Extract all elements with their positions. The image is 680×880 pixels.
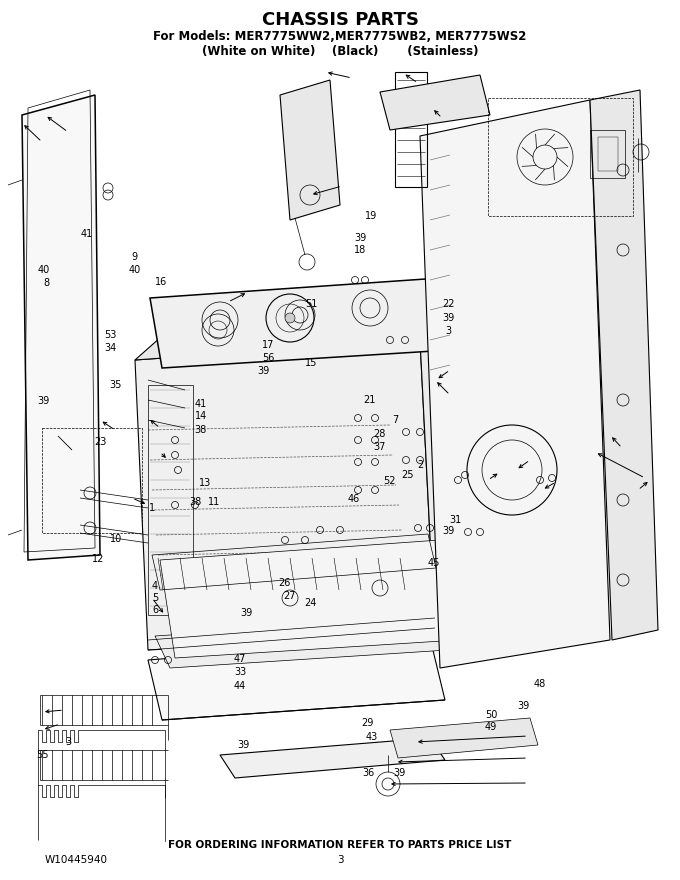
Text: 25: 25	[402, 470, 414, 480]
Text: 14: 14	[194, 411, 207, 422]
Text: 38: 38	[190, 497, 202, 508]
Text: 1: 1	[149, 502, 156, 513]
Polygon shape	[135, 280, 490, 360]
Text: 44: 44	[234, 680, 246, 691]
Polygon shape	[590, 90, 658, 640]
Text: 49: 49	[485, 722, 497, 732]
Bar	[590, 130, 625, 178]
Text: 37: 37	[373, 442, 386, 452]
Text: 6: 6	[152, 605, 158, 615]
Text: 15: 15	[305, 357, 318, 368]
Polygon shape	[390, 718, 538, 758]
Text: 27: 27	[283, 590, 295, 601]
Polygon shape	[220, 738, 445, 778]
Text: 34: 34	[104, 343, 116, 354]
Text: CHASSIS PARTS: CHASSIS PARTS	[262, 11, 418, 29]
Polygon shape	[135, 340, 435, 650]
Text: 39: 39	[517, 700, 530, 711]
Text: 19: 19	[364, 210, 377, 221]
Circle shape	[285, 313, 295, 323]
Text: 56: 56	[262, 353, 275, 363]
Text: 3: 3	[445, 326, 452, 336]
Text: 40: 40	[129, 265, 141, 275]
Text: 29: 29	[361, 718, 373, 729]
Text: 53: 53	[104, 330, 116, 341]
Text: 8: 8	[43, 278, 50, 289]
Text: 31: 31	[449, 515, 462, 525]
Text: 39: 39	[443, 312, 455, 323]
Bar	[488, 98, 633, 216]
Text: 21: 21	[364, 394, 376, 405]
Text: 52: 52	[383, 476, 395, 487]
Polygon shape	[150, 278, 450, 368]
Text: 39: 39	[443, 525, 455, 536]
Text: FOR ORDERING INFORMATION REFER TO PARTS PRICE LIST: FOR ORDERING INFORMATION REFER TO PARTS …	[169, 840, 511, 850]
Text: 39: 39	[258, 366, 270, 377]
Text: 39: 39	[237, 740, 250, 751]
Text: 12: 12	[92, 554, 105, 564]
Text: 10: 10	[109, 533, 122, 544]
Text: 28: 28	[373, 429, 386, 439]
Text: 35: 35	[109, 380, 122, 391]
Text: 48: 48	[533, 678, 545, 689]
Polygon shape	[420, 100, 610, 668]
Text: 33: 33	[234, 667, 246, 678]
Text: 40: 40	[37, 265, 50, 275]
Text: 26: 26	[278, 577, 290, 588]
Text: 38: 38	[194, 425, 207, 436]
Polygon shape	[160, 540, 458, 658]
Polygon shape	[380, 75, 490, 130]
Bar	[395, 72, 427, 187]
Text: 39: 39	[37, 396, 50, 407]
Polygon shape	[148, 638, 445, 720]
Text: 55: 55	[36, 750, 48, 760]
Text: 46: 46	[347, 494, 360, 504]
Text: 4: 4	[152, 581, 158, 591]
Text: 51: 51	[305, 299, 318, 310]
Text: 3: 3	[337, 855, 343, 865]
Polygon shape	[480, 415, 605, 648]
Text: 39: 39	[393, 767, 405, 778]
Text: 41: 41	[81, 229, 93, 239]
Text: 9: 9	[131, 252, 138, 262]
Bar	[42, 428, 142, 533]
Text: 13: 13	[199, 478, 211, 488]
Text: 18: 18	[354, 245, 367, 255]
Text: W10445940: W10445940	[45, 855, 108, 865]
Text: 50: 50	[485, 709, 497, 720]
Text: (White on White)    (Black)       (Stainless): (White on White) (Black) (Stainless)	[202, 45, 478, 57]
Text: 39: 39	[241, 608, 253, 619]
Text: 36: 36	[362, 767, 375, 778]
Text: 3: 3	[65, 737, 71, 747]
Text: 43: 43	[365, 732, 377, 743]
Text: 22: 22	[443, 299, 455, 310]
Text: 24: 24	[305, 598, 317, 608]
Polygon shape	[155, 618, 448, 668]
Polygon shape	[22, 95, 100, 560]
Text: 11: 11	[208, 497, 220, 508]
Text: 2: 2	[417, 459, 424, 470]
Text: 41: 41	[194, 399, 207, 409]
Text: 17: 17	[262, 340, 275, 350]
Bar	[148, 385, 193, 615]
Text: 39: 39	[354, 232, 367, 243]
Text: 7: 7	[392, 414, 399, 425]
Text: 45: 45	[428, 558, 440, 568]
Text: 5: 5	[152, 593, 158, 604]
Polygon shape	[420, 280, 505, 635]
Text: 47: 47	[234, 654, 246, 664]
Text: For Models: MER7775WW2,MER7775WB2, MER7775WS2: For Models: MER7775WW2,MER7775WB2, MER77…	[153, 31, 527, 43]
Bar	[598, 137, 618, 171]
Text: 23: 23	[95, 436, 107, 447]
Polygon shape	[280, 80, 340, 220]
Text: 16: 16	[155, 276, 167, 287]
